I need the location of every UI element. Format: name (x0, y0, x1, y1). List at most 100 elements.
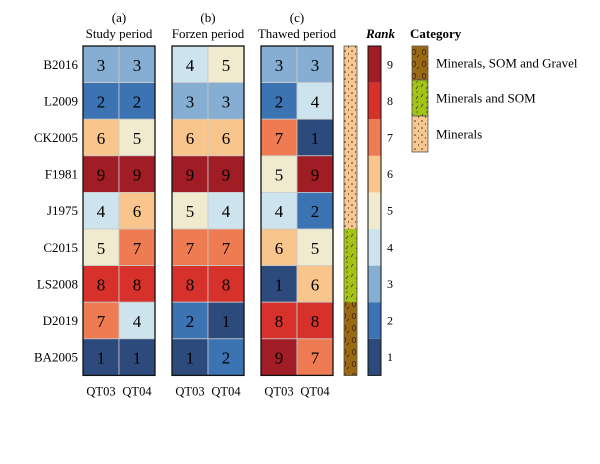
cell-value: 2 (275, 92, 284, 111)
heatmap-cell (118, 338, 156, 376)
cell-value: 8 (97, 275, 106, 294)
cell-value: 7 (311, 349, 320, 368)
heatmap-cell (296, 118, 334, 157)
heatmap-cell (207, 155, 245, 193)
cell-value: 1 (311, 129, 320, 148)
cell-value: 9 (97, 166, 106, 185)
colorbar-segment (368, 265, 381, 303)
row-label: L2009 (44, 93, 78, 108)
column-label: QT03 (264, 384, 293, 398)
colorbar-segment (368, 119, 381, 156)
heatmap-cell (82, 45, 120, 83)
panel-frame (171, 45, 245, 377)
heatmap-cell (118, 118, 156, 157)
panel-2: (b)Forzen period 4 5 3 3 6 6 9 9 5 4 7 7 8 8 2 1 1 2 QT03 QT… (171, 10, 245, 398)
cell-value: 7 (97, 312, 106, 331)
category-strip-segment (344, 265, 357, 303)
heatmap-cell (207, 228, 245, 266)
colorbar-segment (368, 229, 381, 266)
cell-value: 7 (186, 239, 195, 258)
cell-value: 2 (97, 92, 106, 111)
row-label: F1981 (45, 167, 78, 182)
category-legend-label: Minerals, SOM and Gravel (436, 56, 578, 71)
cell-value: 4 (133, 312, 142, 331)
cell-value: 5 (133, 129, 142, 148)
row-label: D2019 (43, 313, 78, 328)
cell-value: 8 (133, 275, 142, 294)
colorbar-tick-label: 6 (387, 167, 393, 181)
heatmap-cell (171, 265, 209, 303)
row-label: CK2005 (34, 130, 78, 145)
category-strip-segment (344, 338, 357, 376)
heatmap-cell (260, 45, 298, 83)
colorbar-segment (368, 338, 381, 376)
cell-value: 6 (97, 129, 106, 148)
panel-frame (82, 45, 156, 377)
heatmap-cell (260, 155, 298, 193)
category-legend-title: Category (410, 26, 462, 41)
category-strip-segment (344, 119, 357, 157)
heatmap-cell (296, 228, 334, 266)
cell-value: 8 (311, 312, 320, 331)
heatmap-cell (118, 155, 156, 193)
panel-title: Study period (86, 26, 153, 41)
heatmap-cell (171, 191, 209, 230)
cell-value: 3 (275, 56, 284, 75)
category-legend-swatch (411, 115, 429, 153)
panel-frame (260, 45, 334, 377)
category-strip-segment (344, 46, 357, 84)
colorbar-tick-label: 2 (387, 314, 393, 328)
rank-colorbar: Rank 1 2 3 4 5 6 7 8 9 (365, 26, 395, 376)
cell-value: 6 (186, 129, 195, 148)
heatmap-cell (207, 82, 245, 120)
cell-value: 3 (186, 92, 195, 111)
heatmap-panels: B2016 L2009 CK2005 F1981 J1975 C2015 LS2008 D20… (34, 10, 337, 398)
heatmap-cell (171, 338, 209, 376)
cell-value: 1 (97, 349, 106, 368)
row-label: LS2008 (37, 276, 78, 291)
cell-value: 8 (186, 275, 195, 294)
category-strip (343, 45, 358, 376)
colorbar-segment (368, 155, 381, 193)
row-label: J1975 (47, 203, 78, 218)
heatmap-cell (118, 301, 156, 340)
cell-value: 4 (311, 92, 320, 111)
heatmap-cell (296, 155, 334, 193)
cell-value: 3 (133, 56, 142, 75)
column-label: QT03 (86, 384, 115, 398)
heatmap-cell (118, 191, 156, 230)
column-label: QT03 (175, 384, 204, 398)
heatmap-cell (296, 191, 334, 230)
cell-value: 7 (275, 129, 284, 148)
cell-value: 2 (222, 349, 231, 368)
colorbar-tick-label: 7 (387, 131, 393, 145)
cell-value: 1 (275, 275, 284, 294)
heatmap-cell (296, 338, 334, 376)
cell-value: 2 (186, 312, 195, 331)
colorbar-segment (368, 302, 381, 339)
panel-1: (a)Study period 3 3 2 2 6 5 9 9 4 6 5 7 8 8 7 4 1 1 QT03 QT0… (82, 10, 156, 398)
colorbar-segment (368, 82, 381, 120)
heatmap-cell (171, 228, 209, 266)
category-legend: Category Minerals, SOM and Gravel Minerals… (410, 26, 578, 153)
category-strip-segment (344, 192, 357, 230)
heatmap-cell (296, 45, 334, 83)
panel-title: Forzen period (172, 26, 245, 41)
cell-value: 6 (133, 202, 142, 221)
colorbar-segment (368, 46, 381, 83)
cell-value: 4 (97, 202, 106, 221)
colorbar-tick-label: 9 (387, 57, 393, 71)
heatmap-cell (207, 265, 245, 303)
category-legend-label: Minerals and SOM (436, 91, 536, 106)
cell-value: 5 (222, 56, 231, 75)
category-legend-label: Minerals (436, 127, 482, 142)
category-legend-swatch (411, 79, 429, 117)
heatmap-cell (296, 82, 334, 120)
cell-value: 3 (97, 56, 106, 75)
heatmap-cell (171, 82, 209, 120)
cell-value: 5 (97, 239, 106, 258)
column-label: QT04 (300, 384, 330, 398)
panel-title: Thawed period (258, 26, 337, 41)
cell-value: 2 (133, 92, 142, 111)
heatmap-cell (171, 118, 209, 157)
